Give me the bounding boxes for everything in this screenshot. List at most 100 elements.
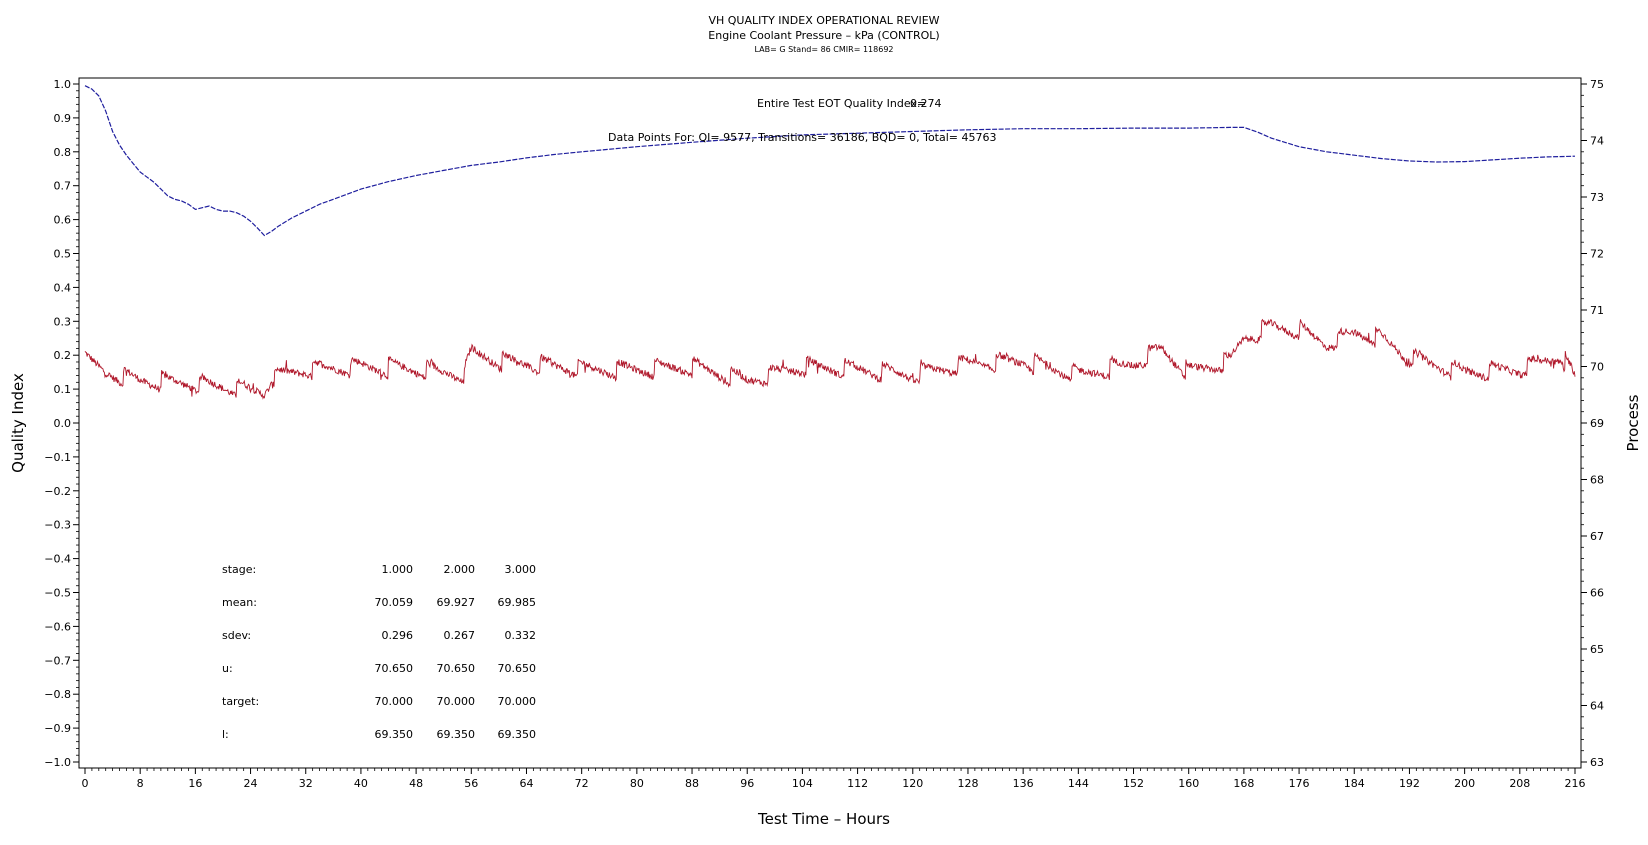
stats-row-value: 1.000	[382, 563, 414, 576]
stats-row-value: 70.650	[498, 662, 537, 675]
stats-row-label: l:	[222, 728, 229, 741]
x-tick-label: 0	[82, 777, 89, 790]
x-tick-label: 136	[1013, 777, 1034, 790]
y-tick-label: 1.0	[54, 78, 72, 91]
y-tick-label: 0.4	[54, 281, 72, 294]
stats-row-value: 69.350	[498, 728, 537, 741]
stats-row-value: 70.650	[375, 662, 414, 675]
series-group	[84, 85, 1576, 400]
y2-tick-label: 66	[1590, 587, 1604, 600]
x-tick-label: 40	[354, 777, 368, 790]
x-tick-label: 216	[1565, 777, 1586, 790]
stats-row-value: 70.000	[437, 695, 476, 708]
y2-tick-label: 74	[1590, 135, 1604, 148]
y2-tick-label: 72	[1590, 248, 1604, 261]
x-tick-label: 48	[409, 777, 423, 790]
x-tick-label: 184	[1344, 777, 1365, 790]
chart-title: VH QUALITY INDEX OPERATIONAL REVIEW	[708, 14, 939, 27]
y2-tick-label: 63	[1590, 756, 1604, 769]
stats-row-value: 0.296	[382, 629, 414, 642]
x-tick-label: 160	[1178, 777, 1199, 790]
x-axis-label: Test Time – Hours	[757, 810, 890, 828]
x-tick-label: 208	[1509, 777, 1530, 790]
x-tick-label: 104	[792, 777, 813, 790]
x-tick-label: 32	[299, 777, 313, 790]
y-tick-label: −0.5	[44, 587, 71, 600]
y-tick-label: −0.2	[44, 485, 71, 498]
x-tick-label: 56	[464, 777, 478, 790]
y-tick-label: 0.8	[54, 146, 72, 159]
y-tick-label: 0.6	[54, 214, 72, 227]
y2-tick-label: 69	[1590, 417, 1604, 430]
quality-index-line	[84, 85, 1576, 237]
x-tick-label: 120	[902, 777, 923, 790]
stats-row-value: 69.927	[437, 596, 476, 609]
y2-tick-label: 73	[1590, 191, 1604, 204]
x-tick-label: 200	[1454, 777, 1475, 790]
y-tick-label: −0.6	[44, 620, 71, 633]
x-tick-label: 24	[244, 777, 258, 790]
y-axis-label: Quality Index	[9, 373, 27, 473]
x-tick-label: 88	[685, 777, 699, 790]
x-tick-label: 152	[1123, 777, 1144, 790]
y-tick-label: −0.8	[44, 688, 71, 701]
stats-row-label: u:	[222, 662, 233, 675]
stats-row-value: 2.000	[444, 563, 476, 576]
y2-tick-label: 75	[1590, 78, 1604, 91]
y2-tick-label: 71	[1590, 304, 1604, 317]
y2-tick-label: 64	[1590, 700, 1604, 713]
x-tick-label: 80	[630, 777, 644, 790]
data-points-annotation: Data Points For: QI= 9577, Transitions= …	[608, 131, 997, 144]
plot-frame	[78, 77, 1582, 769]
y2-tick-label: 65	[1590, 643, 1604, 656]
x-tick-label: 168	[1233, 777, 1254, 790]
stats-row-value: 69.350	[437, 728, 476, 741]
y-tick-label: 0.3	[54, 315, 72, 328]
y2-tick-label: 67	[1590, 530, 1604, 543]
process-line	[84, 318, 1576, 400]
y-tick-label: −0.3	[44, 519, 71, 532]
y-tick-label: −0.7	[44, 654, 71, 667]
y2-axis-label: Process	[1624, 394, 1642, 451]
x-tick-label: 64	[519, 777, 533, 790]
stats-row-value: 70.000	[375, 695, 414, 708]
x-tick-label: 192	[1399, 777, 1420, 790]
x-tick-label: 144	[1068, 777, 1089, 790]
eot-quality-index-label: Entire Test EOT Quality Index=	[757, 97, 926, 110]
y-tick-label: −0.1	[44, 451, 71, 464]
y-tick-label: −0.9	[44, 722, 71, 735]
y-tick-label: 0.5	[54, 248, 72, 261]
y-tick-label: −1.0	[44, 756, 71, 769]
eot-quality-index-value: 0.274	[910, 97, 942, 110]
y-tick-label: 0.0	[54, 417, 72, 430]
stats-row-value: 0.267	[444, 629, 476, 642]
axis-ticks: 0 8 16 24 32 40 48 56 64 72 80 88 96 104 112 120 128 136 1…	[44, 78, 1604, 790]
stats-row-label: sdev:	[222, 629, 251, 642]
y-tick-label: 0.2	[54, 349, 72, 362]
stats-row-label: stage:	[222, 563, 256, 576]
stats-table: stage: 1.000 2.000 3.000 mean: 70.059 69.927 69…	[222, 563, 536, 741]
x-tick-label: 128	[957, 777, 978, 790]
stats-row-value: 70.059	[375, 596, 414, 609]
y-tick-label: −0.4	[44, 553, 71, 566]
x-tick-label: 112	[847, 777, 868, 790]
chart-subtitle-lab: LAB= G Stand= 86 CMIR= 118692	[754, 45, 893, 54]
y-tick-label: 0.1	[54, 383, 72, 396]
x-tick-label: 72	[575, 777, 589, 790]
x-tick-label: 16	[188, 777, 202, 790]
stats-row-value: 69.985	[498, 596, 537, 609]
y-tick-label: 0.9	[54, 112, 72, 125]
stats-row-value: 0.332	[505, 629, 537, 642]
x-tick-label: 96	[740, 777, 754, 790]
chart-subtitle: Engine Coolant Pressure – kPa (CONTROL)	[708, 29, 939, 42]
stats-row-value: 3.000	[505, 563, 537, 576]
y2-tick-label: 68	[1590, 474, 1604, 487]
stats-row-value: 70.650	[437, 662, 476, 675]
stats-row-value: 69.350	[375, 728, 414, 741]
stats-row-label: target:	[222, 695, 259, 708]
y-tick-label: 0.7	[54, 180, 72, 193]
x-tick-label: 8	[137, 777, 144, 790]
y2-tick-label: 70	[1590, 361, 1604, 374]
stats-row-value: 70.000	[498, 695, 537, 708]
